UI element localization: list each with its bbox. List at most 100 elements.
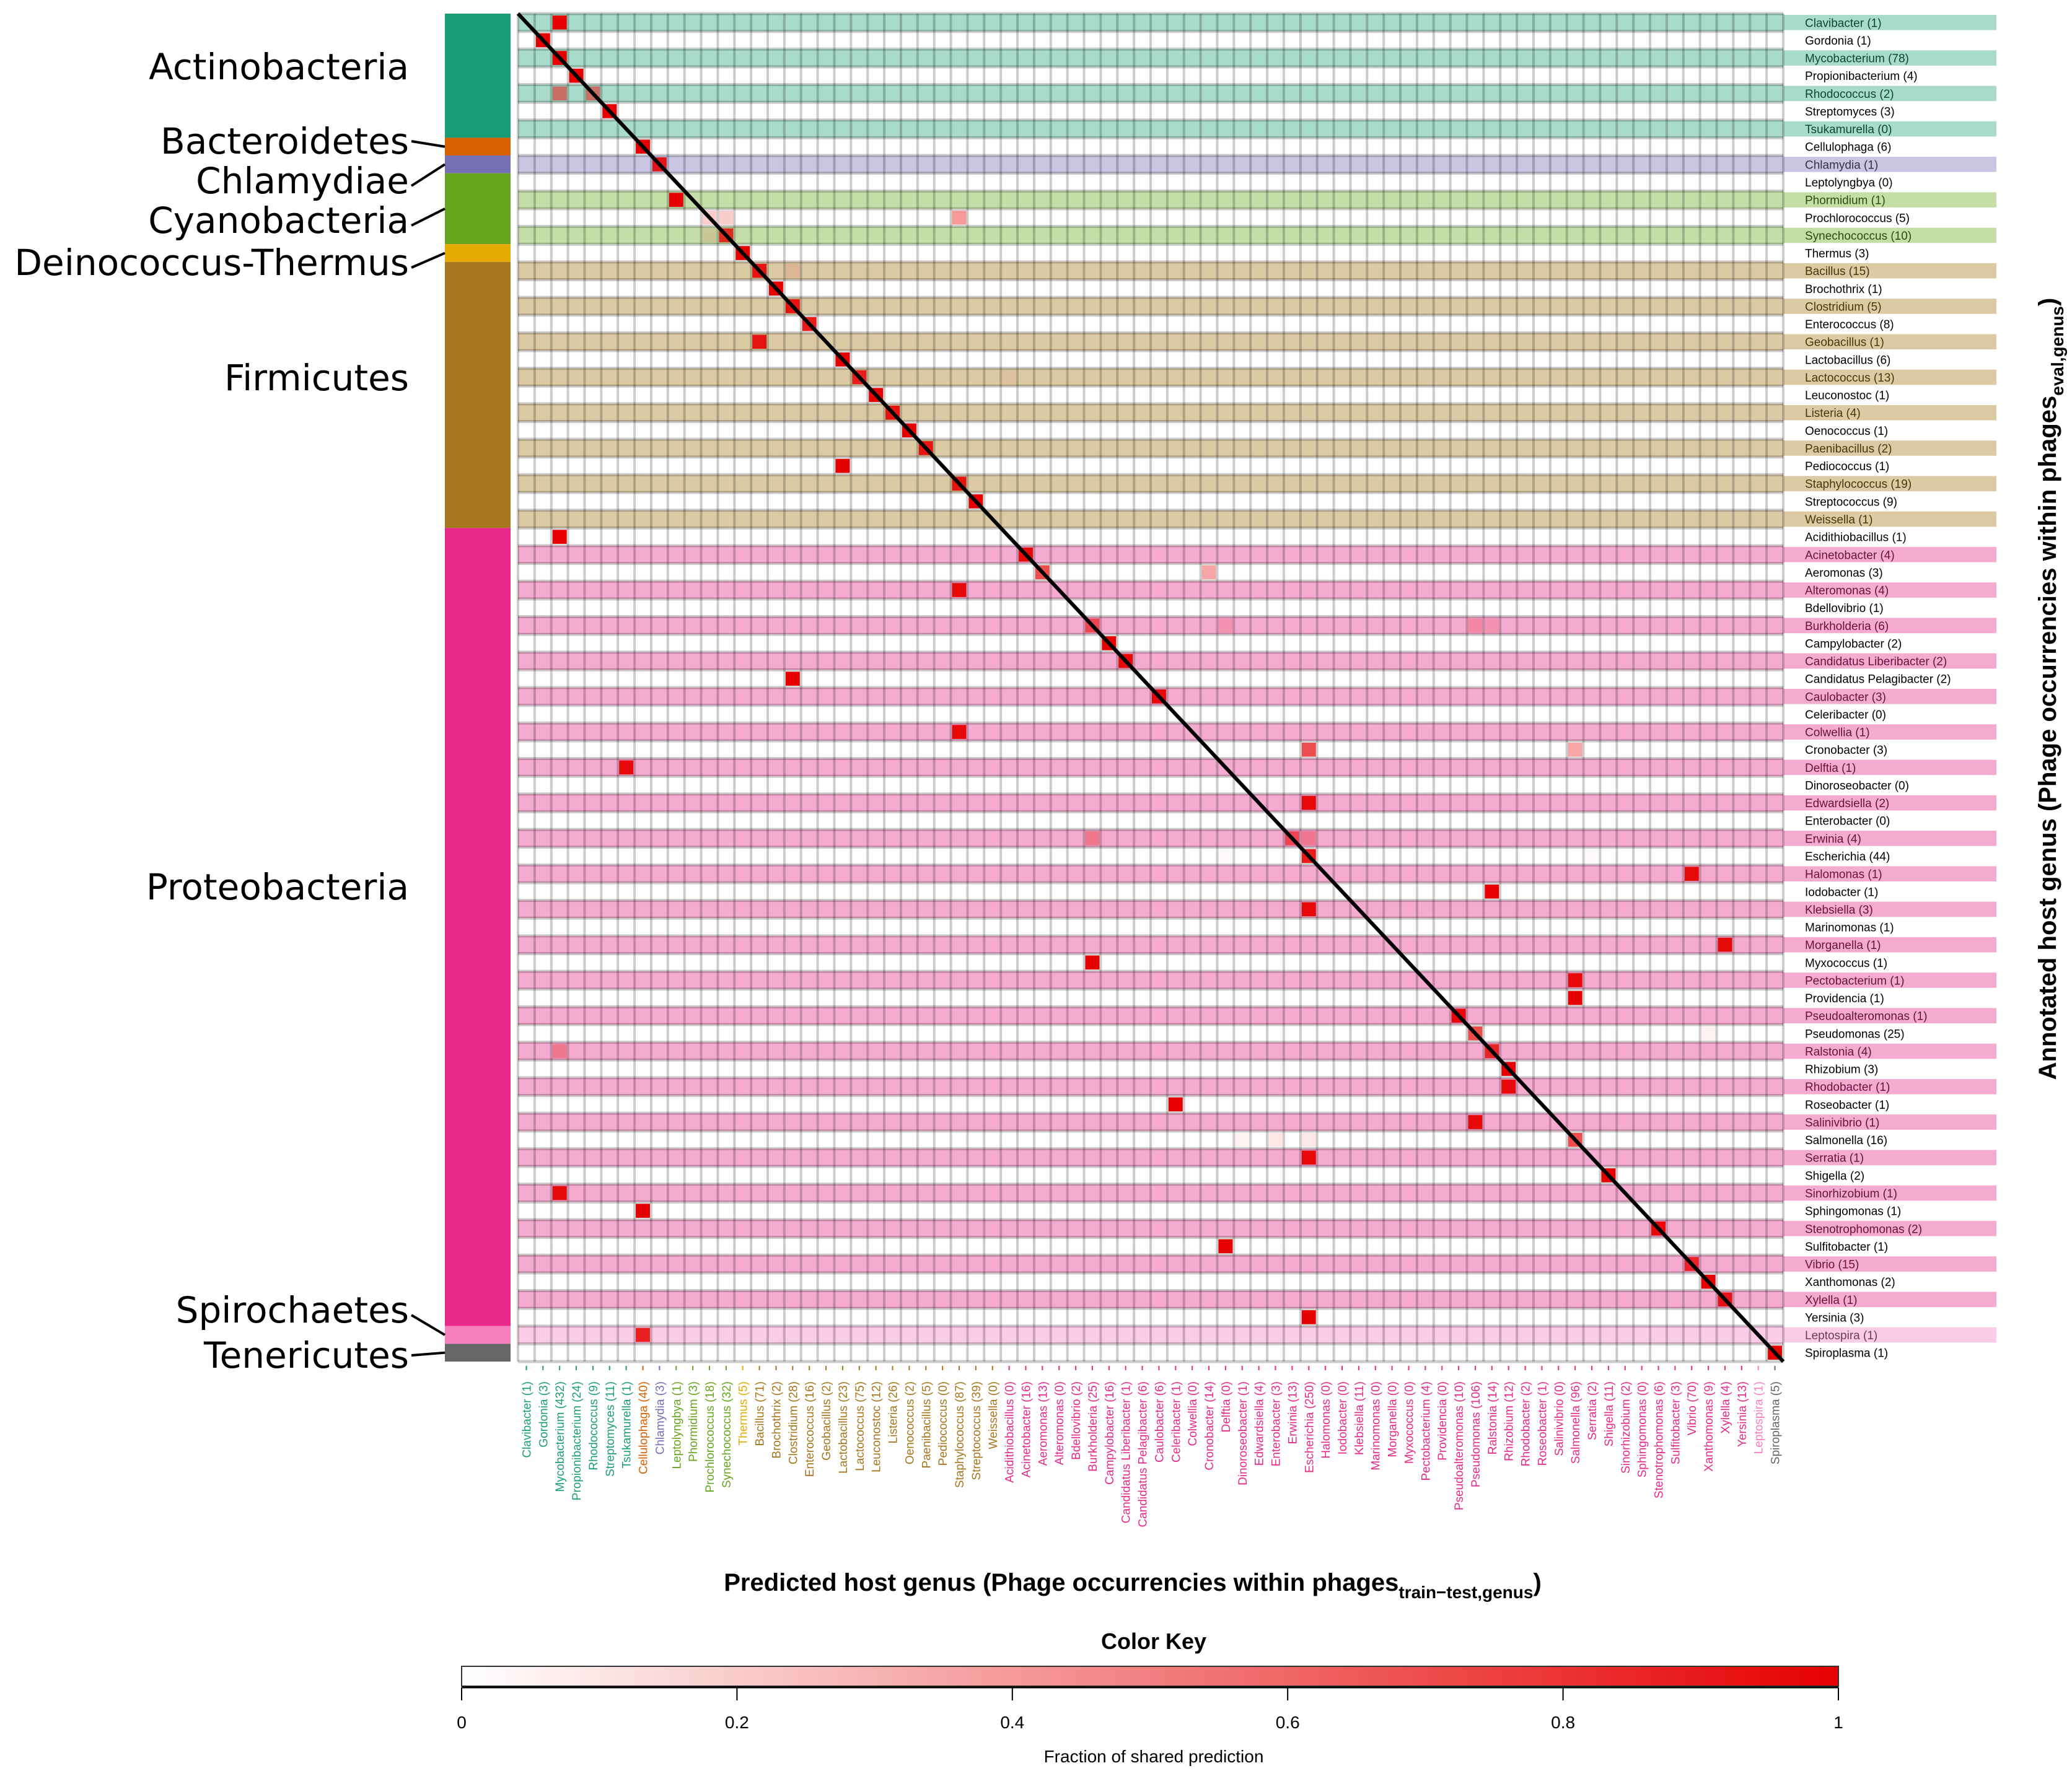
column-label: Roseobacter (1) bbox=[1536, 1381, 1549, 1466]
row-label: Prochlorococcus (5) bbox=[1805, 212, 1910, 225]
column-label: Oenococcus (2) bbox=[903, 1381, 916, 1464]
row-band bbox=[518, 403, 1783, 422]
row-band bbox=[518, 333, 1783, 351]
phylum-bar-segment bbox=[445, 14, 511, 138]
row-band bbox=[518, 1060, 1783, 1078]
phylum-leader-line bbox=[411, 1351, 446, 1357]
heatmap-cell bbox=[552, 86, 567, 101]
y-axis-title-subscript: eval,genus bbox=[2048, 306, 2067, 396]
row-label-band bbox=[1783, 582, 1996, 598]
column-label: Candidatus Liberibacter (1) bbox=[1120, 1381, 1133, 1523]
row-band bbox=[518, 563, 1783, 582]
color-key-tick-label: 0.6 bbox=[1276, 1713, 1300, 1732]
column-label: Geobacillus (2) bbox=[820, 1381, 833, 1461]
row-band bbox=[518, 102, 1783, 120]
column-label: Iodobacter (0) bbox=[1337, 1381, 1350, 1454]
row-label: Celeribacter (0) bbox=[1805, 709, 1886, 722]
row-bands bbox=[518, 14, 1996, 1362]
row-band bbox=[518, 705, 1783, 724]
row-label: Aeromonas (3) bbox=[1805, 567, 1883, 580]
phylum-bar-segment bbox=[445, 244, 511, 262]
row-label-band bbox=[1783, 1114, 1996, 1130]
row-band bbox=[518, 528, 1783, 546]
row-band bbox=[518, 279, 1783, 298]
column-label: Tsukamurella (1) bbox=[621, 1381, 634, 1468]
row-label-band bbox=[1783, 227, 1996, 243]
row-band bbox=[518, 1113, 1783, 1131]
row-label: Thermus (3) bbox=[1805, 248, 1869, 261]
phylum-color-bar bbox=[445, 14, 511, 1362]
row-label: Geobacillus (1) bbox=[1805, 336, 1884, 349]
heatmap-cell bbox=[1584, 849, 1599, 864]
row-label: Pseudomonas (25) bbox=[1805, 1028, 1905, 1041]
column-label: Colwellia (0) bbox=[1187, 1381, 1200, 1446]
column-label: Sphingomonas (0) bbox=[1636, 1381, 1649, 1477]
column-label: Gordonia (3) bbox=[537, 1381, 550, 1448]
row-label: Leptolyngbya (0) bbox=[1805, 177, 1893, 190]
column-label: Cellulophaga (40) bbox=[638, 1381, 651, 1474]
row-label: Clavibacter (1) bbox=[1805, 17, 1882, 30]
heatmap-cell bbox=[1301, 795, 1316, 810]
column-label: Paenibacillus (5) bbox=[920, 1381, 933, 1468]
column-label: Halomonas (0) bbox=[1320, 1381, 1333, 1459]
heatmap-cell bbox=[952, 583, 967, 597]
column-label: Ralstonia (14) bbox=[1486, 1381, 1499, 1454]
row-band bbox=[518, 581, 1783, 599]
row-label-band bbox=[1783, 1008, 1996, 1023]
row-label-band bbox=[1783, 653, 1996, 669]
row-band bbox=[518, 811, 1783, 830]
phylum-bar-segment bbox=[445, 261, 511, 528]
heatmap-cell bbox=[1568, 990, 1583, 1005]
column-label: Sulfitobacter (3) bbox=[1669, 1381, 1682, 1464]
row-label: Bacillus (15) bbox=[1805, 265, 1870, 278]
row-label: Providencia (1) bbox=[1805, 992, 1884, 1005]
color-key-bar bbox=[461, 1666, 1839, 1687]
row-band bbox=[518, 829, 1783, 847]
column-label: Serratia (2) bbox=[1586, 1381, 1599, 1440]
row-band bbox=[518, 1184, 1783, 1202]
column-label: Bacillus (71) bbox=[754, 1381, 767, 1446]
heatmap-cell bbox=[1085, 955, 1100, 970]
heatmap-cell bbox=[1002, 370, 1017, 385]
color-key-tick-label: 1 bbox=[1833, 1713, 1843, 1732]
row-band bbox=[518, 421, 1783, 440]
row-label: Listeria (4) bbox=[1805, 407, 1861, 420]
row-label: Mycobacterium (78) bbox=[1805, 53, 1909, 66]
row-label: Spiroplasma (1) bbox=[1805, 1347, 1888, 1360]
row-label: Colwellia (1) bbox=[1805, 727, 1870, 740]
row-band bbox=[518, 1308, 1783, 1326]
row-label-band bbox=[1783, 476, 1996, 492]
diagonal-line bbox=[516, 12, 1785, 1363]
heatmap-cell bbox=[1468, 1115, 1483, 1129]
phylum-bar-segment bbox=[445, 173, 511, 245]
row-band bbox=[518, 616, 1783, 635]
column-label: Caulobacter (6) bbox=[1153, 1381, 1166, 1463]
column-label: Clostridium (28) bbox=[787, 1381, 800, 1464]
row-band bbox=[518, 953, 1783, 972]
heatmap-cell bbox=[719, 210, 734, 225]
phylum-bar-segment bbox=[445, 138, 511, 156]
row-label-band bbox=[1783, 440, 1996, 456]
row-label-band bbox=[1783, 299, 1996, 314]
row-band bbox=[518, 368, 1783, 387]
row-band bbox=[518, 510, 1783, 528]
row-label: Escherichia (44) bbox=[1805, 851, 1890, 864]
row-label: Brochothrix (1) bbox=[1805, 283, 1882, 296]
row-band bbox=[518, 882, 1783, 901]
row-label: Bdellovibrio (1) bbox=[1805, 602, 1884, 615]
row-label: Leuconostoc (1) bbox=[1805, 390, 1889, 403]
row-label: Sphingomonas (1) bbox=[1805, 1205, 1901, 1218]
column-label: Acinetobacter (16) bbox=[1020, 1381, 1033, 1477]
row-label: Leptospira (1) bbox=[1805, 1329, 1877, 1342]
row-label: Erwinia (4) bbox=[1805, 833, 1861, 846]
column-label: Marinomonas (0) bbox=[1370, 1381, 1383, 1471]
heatmap-cell bbox=[1085, 831, 1100, 846]
heatmap-cell bbox=[1568, 742, 1583, 757]
color-key-tick-label: 0.8 bbox=[1551, 1713, 1575, 1732]
row-band bbox=[518, 261, 1783, 280]
row-label: Oenococcus (1) bbox=[1805, 425, 1888, 438]
row-label-band bbox=[1783, 1256, 1996, 1272]
column-label: Lactococcus (75) bbox=[854, 1381, 867, 1471]
row-label: Lactobacillus (6) bbox=[1805, 354, 1890, 367]
phylum-bar-segment bbox=[445, 1326, 511, 1344]
